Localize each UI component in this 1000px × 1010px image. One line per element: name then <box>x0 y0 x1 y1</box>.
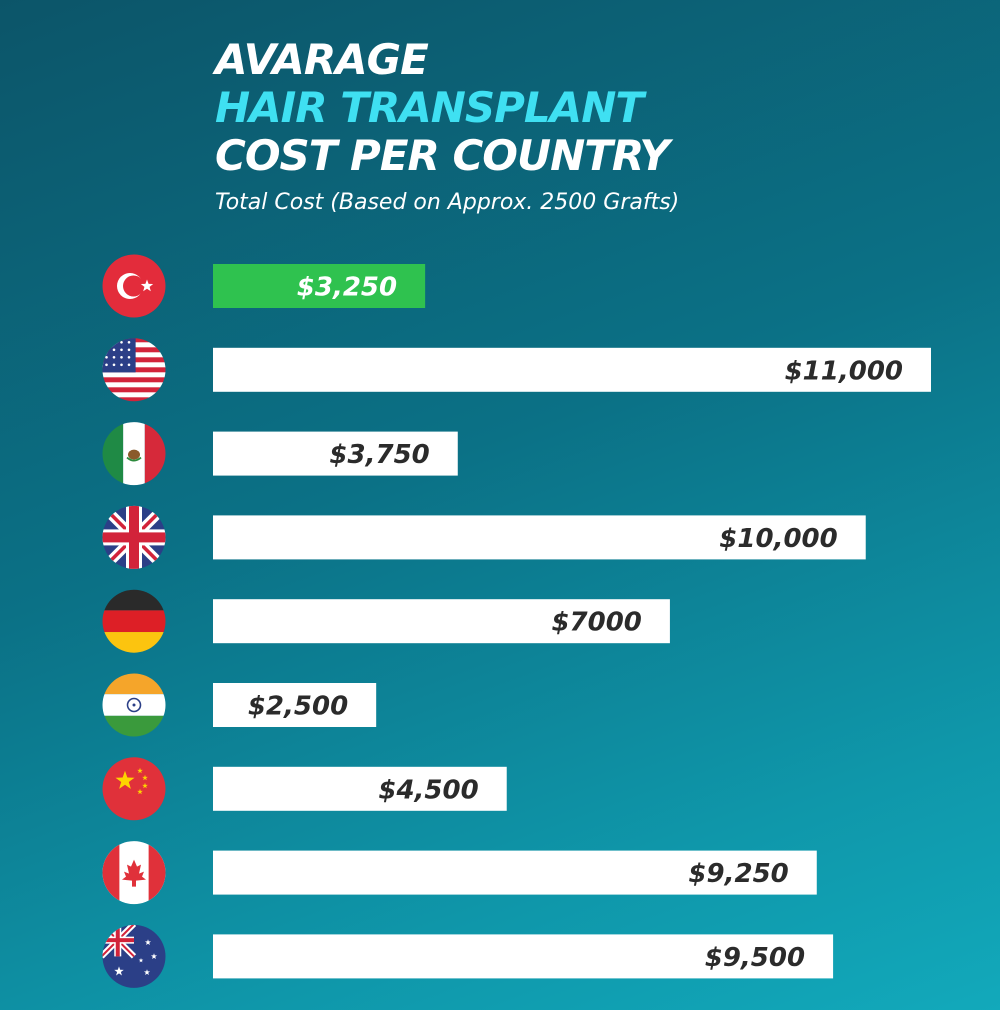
chart-title-line-2: HAIR TRANSPLANT <box>215 83 644 132</box>
bar-value-label: $11,000 <box>785 356 903 386</box>
bar-value-label: $7000 <box>551 608 641 638</box>
bar-value-label: $4,500 <box>378 775 478 805</box>
chart-title-line-3: COST PER COUNTRY <box>215 131 670 180</box>
china-flag <box>102 757 166 821</box>
australia-flag <box>102 924 166 988</box>
bar-india <box>213 683 377 727</box>
bar-value-label: $2,500 <box>248 692 348 722</box>
bar-value-label: $9,250 <box>688 859 788 889</box>
bar-australia <box>213 934 834 979</box>
usa-flag <box>102 338 166 402</box>
bar-germany <box>213 599 670 644</box>
bar-value-label: $9,500 <box>705 943 805 973</box>
bar-uk <box>213 515 866 560</box>
india-flag <box>102 673 166 737</box>
uk-flag <box>102 505 166 569</box>
chart-subtitle: Total Cost (Based on Approx. 2500 Grafts… <box>215 190 680 215</box>
bar-china <box>213 766 507 811</box>
germany-flag <box>102 589 166 653</box>
bar-turkey <box>213 264 426 308</box>
mexico-flag <box>102 422 166 486</box>
bar-value-label: $10,000 <box>719 524 837 554</box>
bar-usa <box>213 347 931 392</box>
bar-value-label: $3,750 <box>329 440 429 470</box>
bar-canada <box>213 850 817 895</box>
turkey-flag <box>102 254 166 318</box>
canada-flag <box>102 841 166 905</box>
bar-value-label: $3,250 <box>297 273 397 303</box>
chart-title-line-1: AVARAGE <box>215 35 429 84</box>
bar-mexico <box>213 431 458 476</box>
chart-title-block: AVARAGE HAIR TRANSPLANT COST PER COUNTRY… <box>215 35 680 216</box>
